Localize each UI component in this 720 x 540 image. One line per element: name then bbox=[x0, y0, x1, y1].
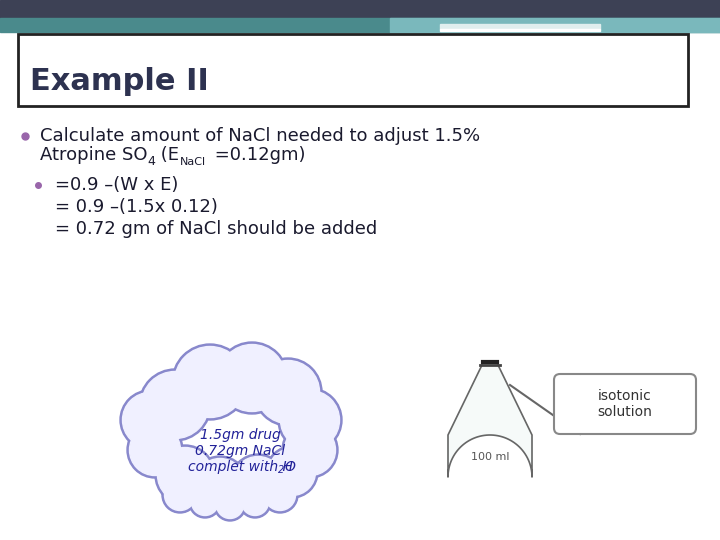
Text: (E: (E bbox=[155, 146, 179, 164]
Circle shape bbox=[266, 446, 318, 498]
Bar bbox=[390, 18, 720, 32]
Circle shape bbox=[122, 393, 178, 448]
Text: 1.5gm drug: 1.5gm drug bbox=[199, 428, 280, 442]
Circle shape bbox=[158, 448, 212, 503]
Circle shape bbox=[262, 477, 298, 513]
Circle shape bbox=[233, 456, 284, 508]
Circle shape bbox=[264, 480, 295, 510]
FancyBboxPatch shape bbox=[18, 34, 688, 106]
Circle shape bbox=[256, 361, 320, 423]
Circle shape bbox=[278, 388, 342, 452]
Text: complet with H: complet with H bbox=[188, 460, 292, 474]
Circle shape bbox=[254, 358, 322, 426]
Circle shape bbox=[281, 390, 340, 449]
Circle shape bbox=[120, 390, 180, 450]
Circle shape bbox=[174, 347, 246, 417]
Circle shape bbox=[130, 424, 181, 476]
Circle shape bbox=[230, 454, 286, 510]
Text: isotonic
solution: isotonic solution bbox=[598, 389, 652, 419]
Text: Example II: Example II bbox=[30, 68, 209, 97]
Bar bbox=[0, 18, 720, 32]
FancyBboxPatch shape bbox=[554, 374, 696, 434]
Circle shape bbox=[194, 458, 246, 510]
Circle shape bbox=[216, 342, 288, 414]
Circle shape bbox=[164, 480, 196, 510]
Circle shape bbox=[239, 486, 271, 518]
Circle shape bbox=[218, 345, 286, 411]
Circle shape bbox=[282, 422, 338, 478]
Text: =0.12gm): =0.12gm) bbox=[209, 146, 305, 164]
Circle shape bbox=[217, 491, 243, 518]
Polygon shape bbox=[448, 365, 532, 477]
Text: 4: 4 bbox=[147, 155, 155, 168]
Bar bbox=[440, 24, 600, 29]
Circle shape bbox=[139, 369, 211, 441]
Text: 2: 2 bbox=[278, 465, 284, 475]
Text: 0.72gm NaCl: 0.72gm NaCl bbox=[195, 444, 285, 458]
Bar bbox=[0, 0, 720, 18]
Circle shape bbox=[189, 486, 221, 518]
Circle shape bbox=[241, 489, 269, 516]
Circle shape bbox=[142, 372, 209, 438]
Text: 100 ml: 100 ml bbox=[471, 452, 509, 462]
Circle shape bbox=[192, 489, 218, 516]
Text: = 0.72 gm of NaCl should be added: = 0.72 gm of NaCl should be added bbox=[55, 220, 377, 238]
Text: Atropine SO: Atropine SO bbox=[40, 146, 148, 164]
Text: O: O bbox=[284, 460, 295, 474]
Text: = 0.9 –(1.5x 0.12): = 0.9 –(1.5x 0.12) bbox=[55, 198, 218, 216]
Circle shape bbox=[192, 456, 248, 512]
Circle shape bbox=[127, 422, 183, 478]
Circle shape bbox=[284, 424, 336, 476]
Circle shape bbox=[162, 477, 198, 513]
Circle shape bbox=[269, 449, 315, 496]
Circle shape bbox=[172, 344, 248, 420]
Text: Calculate amount of NaCl needed to adjust 1.5%: Calculate amount of NaCl needed to adjus… bbox=[40, 127, 480, 145]
Bar bbox=[440, 29, 600, 31]
Text: NaCl: NaCl bbox=[180, 157, 206, 167]
Circle shape bbox=[155, 445, 215, 505]
Circle shape bbox=[214, 489, 246, 521]
Text: =0.9 –(W x E): =0.9 –(W x E) bbox=[55, 176, 179, 194]
